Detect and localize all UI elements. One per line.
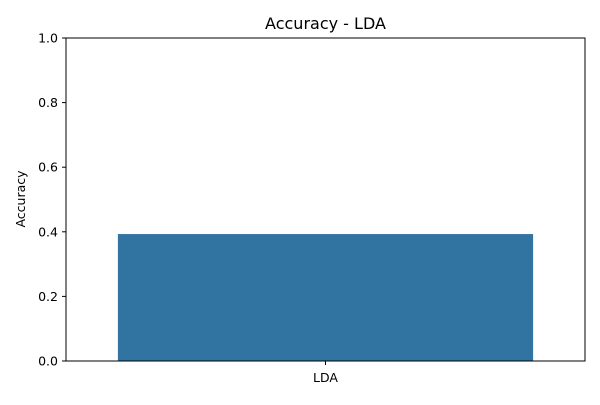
bar-lda [117,234,534,361]
bars-group [117,234,534,361]
y-axis-ticks: 0.0 0.2 0.4 0.6 0.8 1.0 [38,31,66,369]
y-tick-label: 1.0 [38,31,58,46]
y-tick-label: 0.2 [38,289,58,304]
y-axis-label: Accuracy [13,170,28,228]
y-tick-label: 0.0 [38,354,58,369]
y-tick-label: 0.8 [38,95,58,110]
y-tick-label: 0.4 [38,224,58,239]
x-axis-ticks: LDA [313,361,338,385]
y-tick-label: 0.6 [38,160,58,175]
chart-title: Accuracy - LDA [265,14,386,33]
x-tick-label: LDA [313,370,338,385]
plot-frame [65,37,586,362]
